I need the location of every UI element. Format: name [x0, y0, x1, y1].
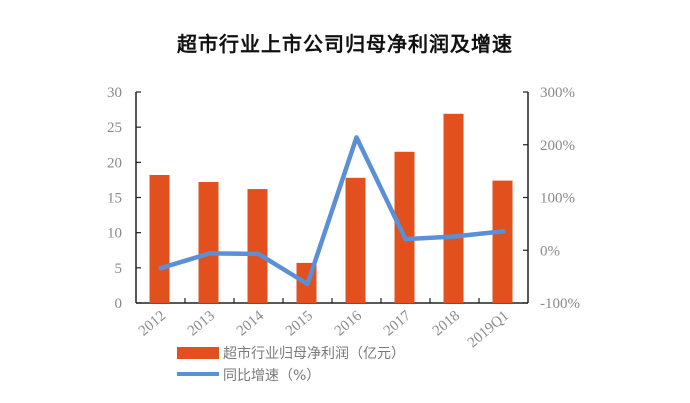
x-axis-tick-label: 2015	[283, 308, 316, 340]
x-axis-tick-label: 2013	[185, 308, 218, 340]
bar	[443, 113, 464, 303]
bar	[394, 151, 415, 303]
chart-title: 超市行业上市公司归母净利润及增速	[177, 32, 513, 56]
left-axis-tick-label: 25	[107, 120, 122, 136]
bar	[492, 180, 513, 303]
bar-series	[149, 113, 513, 303]
left-axis-tick-label: 5	[115, 261, 123, 277]
x-axis-tick-label: 2012	[136, 308, 169, 340]
legend-line-label: 同比增速（%）	[223, 368, 320, 384]
line-series	[158, 135, 506, 287]
legend-bar-label: 超市行业归母净利润（亿元）	[223, 345, 405, 362]
x-axis-tick-label: 2019Q1	[465, 308, 512, 351]
right-axis-tick-label: 200%	[540, 138, 575, 154]
bar	[247, 189, 268, 303]
bar	[198, 182, 219, 303]
left-axis-tick-label: 10	[107, 226, 122, 242]
x-axis-labels: 2012 2013 2014 2015 2016 2017 2018 2019Q1	[136, 307, 512, 351]
right-axis-tick-label: -100%	[540, 296, 580, 312]
left-axis-tick-label: 0	[115, 296, 123, 312]
left-axis-tick-label: 15	[107, 191, 122, 207]
bar	[149, 174, 170, 303]
legend-bar-swatch	[177, 347, 219, 359]
left-axis-tick-label: 30	[107, 85, 122, 101]
left-axis-tick-label: 20	[107, 155, 122, 171]
x-axis-tick-label: 2014	[234, 307, 268, 339]
x-axis-tick-label: 2016	[332, 307, 366, 339]
legend: 超市行业归母净利润（亿元） 同比增速（%）	[177, 345, 405, 384]
growth-line	[158, 135, 506, 287]
x-axis-tick-label: 2018	[430, 308, 463, 340]
x-axis-tick-label: 2017	[381, 307, 415, 339]
axes: 0 5 10 15 20 25 30 -100% 0% 100% 200% 300%	[107, 85, 580, 312]
right-axis-tick-label: 100%	[540, 191, 575, 207]
bar	[345, 177, 366, 303]
right-axis-tick-label: 0%	[540, 243, 560, 259]
right-axis-tick-label: 300%	[540, 85, 575, 101]
